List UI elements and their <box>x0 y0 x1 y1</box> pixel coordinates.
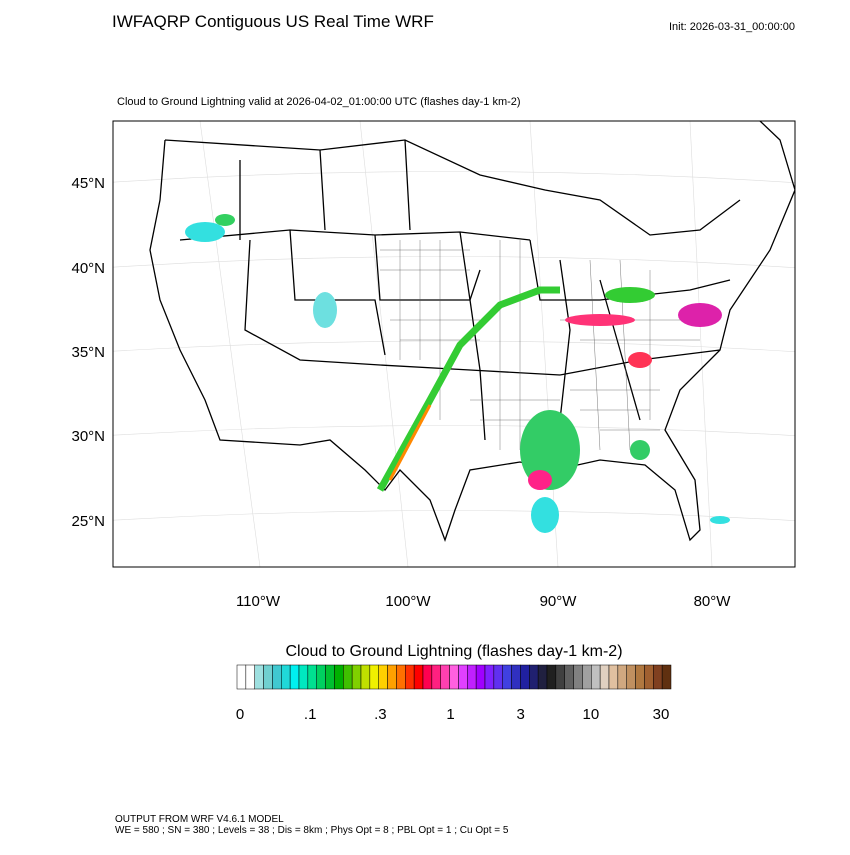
lightning-field <box>185 214 730 533</box>
colorbar-swatch <box>591 664 601 690</box>
map <box>112 120 796 568</box>
colorbar-swatch <box>502 664 512 690</box>
lat-label: 35°N <box>71 344 105 361</box>
colorbar-swatch <box>360 664 371 690</box>
colorbar-swatch <box>387 664 397 690</box>
colorbar-label: 10 <box>582 706 599 723</box>
colorbar-swatch <box>608 664 619 690</box>
lon-label: 110°W <box>236 593 281 610</box>
colorbar-swatch <box>520 664 530 690</box>
colorbar-swatch <box>351 664 362 690</box>
title: IWFAQRP Contiguous US Real Time WRF <box>112 12 434 31</box>
colorbar-swatch <box>564 664 574 690</box>
colorbar-swatch <box>236 664 247 690</box>
lon-label: 80°W <box>694 593 732 610</box>
colorbar-swatch <box>298 664 309 690</box>
colorbar-swatch <box>378 664 388 690</box>
colorbar-swatch <box>272 664 282 690</box>
county-lines <box>380 240 700 451</box>
lat-label: 45°N <box>71 175 105 192</box>
colorbar-swatch <box>493 664 503 690</box>
colorbar-swatch <box>458 664 468 690</box>
colorbar-swatch <box>431 664 441 690</box>
colorbar-swatch <box>422 664 433 690</box>
colorbar-swatch <box>644 664 654 690</box>
colorbar-swatch <box>254 664 264 690</box>
colorbar-swatch <box>573 664 583 690</box>
colorbar-swatch <box>263 664 273 690</box>
colorbar-swatch <box>582 664 592 690</box>
init-time: Init: 2026-03-31_00:00:00 <box>669 21 795 33</box>
colorbar <box>236 664 672 690</box>
colorbar-swatch <box>467 664 477 690</box>
colorbar-label: .3 <box>374 706 387 723</box>
colorbar-swatch <box>475 664 486 690</box>
colorbar-swatch <box>413 664 424 690</box>
colorbar-label: 0 <box>236 706 244 723</box>
colorbar-swatch <box>334 664 344 690</box>
colorbar-swatch <box>405 664 415 690</box>
colorbar-label: 1 <box>446 706 454 723</box>
colorbar-swatch <box>449 664 459 690</box>
colorbar-swatch <box>546 664 557 690</box>
colorbar-swatch <box>440 664 450 690</box>
colorbar-swatch <box>635 664 645 690</box>
colorbar-swatch <box>626 664 636 690</box>
footer-line: WE = 580 ; SN = 380 ; Levels = 38 ; Dis … <box>115 825 509 836</box>
colorbar-swatch <box>653 664 663 690</box>
colorbar-swatch <box>369 664 379 690</box>
colorbar-swatch <box>281 664 291 690</box>
colorbar-swatch <box>617 664 627 690</box>
map-frame <box>112 120 796 568</box>
colorbar-swatch <box>307 664 317 690</box>
colorbar-swatch <box>484 664 495 690</box>
colorbar-swatch <box>555 664 565 690</box>
colorbar-swatch <box>343 664 353 690</box>
colorbar-swatch <box>325 664 335 690</box>
subtitle: Cloud to Ground Lightning valid at 2026-… <box>117 96 521 108</box>
lat-label: 40°N <box>71 260 105 277</box>
colorbar-swatch <box>316 664 326 690</box>
colorbar-swatch <box>396 664 406 690</box>
land-outline <box>149 121 795 542</box>
colorbar-swatch <box>245 664 255 690</box>
colorbar-label: .1 <box>304 706 317 723</box>
colorbar-swatch <box>537 664 548 690</box>
colorbar-swatch <box>289 664 300 690</box>
colorbar-swatch <box>511 664 521 690</box>
lon-label: 90°W <box>540 593 578 610</box>
lat-label: 25°N <box>71 513 105 530</box>
lon-label: 100°W <box>385 593 431 610</box>
colorbar-label: 30 <box>653 706 670 723</box>
footer-line: OUTPUT FROM WRF V4.6.1 MODEL <box>115 814 284 825</box>
colorbar-swatch <box>529 664 539 690</box>
colorbar-swatch <box>661 664 672 690</box>
colorbar-swatch <box>599 664 610 690</box>
graticule <box>113 121 795 567</box>
lat-label: 30°N <box>71 428 105 445</box>
colorbar-title: Cloud to Ground Lightning (flashes day-1… <box>285 643 622 660</box>
colorbar-label: 3 <box>516 706 524 723</box>
